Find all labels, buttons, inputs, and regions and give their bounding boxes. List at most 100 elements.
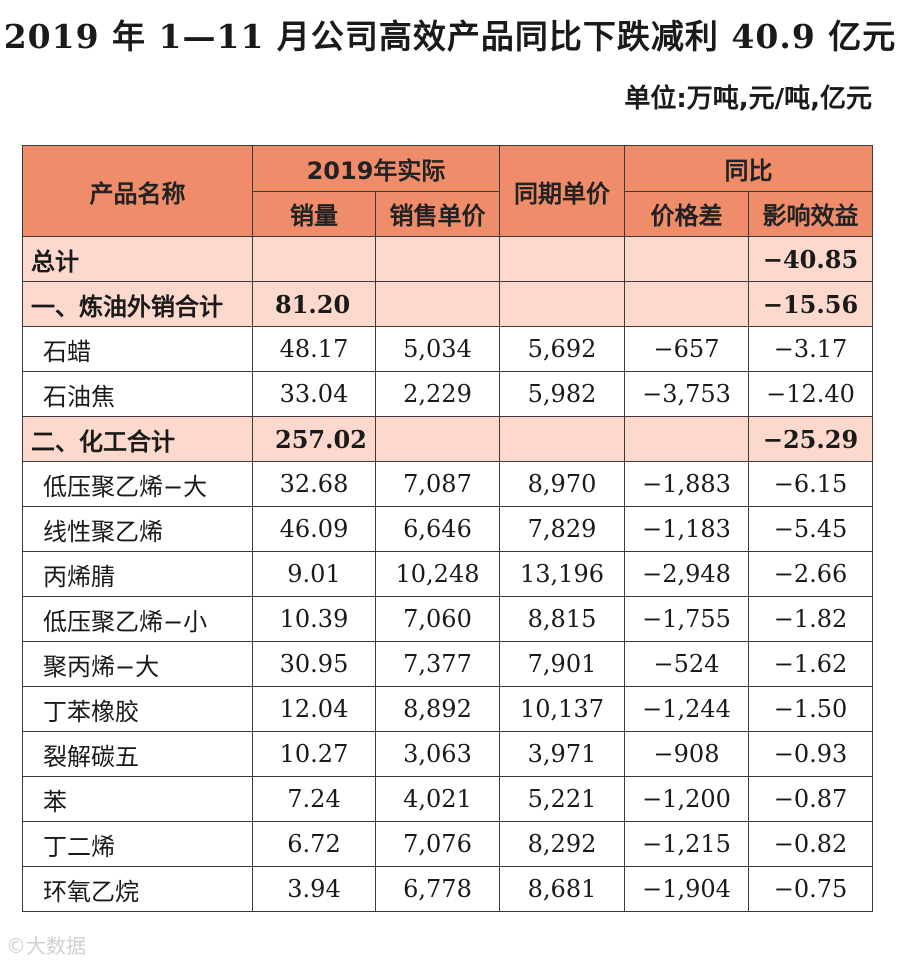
cell-unit-price [374,236,501,282]
cell-price-diff: −3,753 [624,371,750,417]
cell-impact: −15.56 [748,281,874,327]
cell-same-period-price: 5,221 [499,776,626,822]
cell-price-diff: −2,948 [624,551,750,597]
cell-price-diff: −1,215 [624,821,750,867]
cell-impact: −2.66 [748,551,874,597]
cell-same-period-price: 7,901 [499,641,626,687]
cell-product-name: 总计 [22,236,253,282]
cell-same-period-price: 5,982 [499,371,626,417]
cell-impact: −1.50 [748,686,874,732]
table-row: 聚丙烯−大 30.95 7,377 7,901 −524 −1.62 [22,641,874,687]
cell-price-diff: −1,904 [624,866,750,912]
cell-product-name: 石蜡 [22,326,253,372]
header-product-name: 产品名称 [22,145,253,237]
table-header: 产品名称 2019年实际 同期单价 同比 销量 销售单价 价格差 影响效益 [22,145,874,237]
cell-price-diff: −1,244 [624,686,750,732]
table-row: 环氧乙烷 3.94 6,778 8,681 −1,904 −0.75 [22,866,874,912]
cell-impact: −3.17 [748,326,874,372]
cell-unit-price: 4,021 [374,776,501,822]
cell-product-name: 聚丙烯−大 [22,641,253,687]
cell-unit-price: 6,646 [374,506,501,552]
cell-volume: 81.20 [252,281,376,327]
cell-same-period-price: 7,829 [499,506,626,552]
header-yoy: 同比 [624,145,874,192]
cell-unit-price: 7,087 [374,461,501,507]
cell-unit-price [374,281,501,327]
cell-price-diff: −1,200 [624,776,750,822]
cell-same-period-price [499,236,626,282]
cell-volume: 12.04 [252,686,376,732]
cell-price-diff: −1,755 [624,596,750,642]
cell-product-name: 一、炼油外销合计 [22,281,253,327]
data-table: 产品名称 2019年实际 同期单价 同比 销量 销售单价 价格差 影响效益 总计… [22,145,874,912]
cell-unit-price: 2,229 [374,371,501,417]
cell-product-name: 丁苯橡胶 [22,686,253,732]
cell-volume: 6.72 [252,821,376,867]
cell-product-name: 线性聚乙烯 [22,506,253,552]
cell-price-diff [624,281,750,327]
cell-unit-price: 10,248 [374,551,501,597]
cell-volume: 7.24 [252,776,376,822]
header-price-diff: 价格差 [624,190,750,237]
cell-price-diff: −1,883 [624,461,750,507]
cell-impact: −0.75 [748,866,874,912]
table-row: 石油焦 33.04 2,229 5,982 −3,753 −12.40 [22,371,874,417]
header-actual-2019: 2019年实际 [251,145,501,192]
cell-unit-price: 7,060 [374,596,501,642]
cell-same-period-price: 5,692 [499,326,626,372]
watermark: ©大数据 [6,934,86,958]
cell-volume: 257.02 [252,416,376,462]
cell-unit-price: 6,778 [374,866,501,912]
cell-volume: 33.04 [252,371,376,417]
cell-same-period-price [499,281,626,327]
cell-same-period-price: 8,970 [499,461,626,507]
table-row: 低压聚乙烯−小 10.39 7,060 8,815 −1,755 −1.82 [22,596,874,642]
page-title: 2019 年 1—11 月公司高效产品同比下跌减利 40.9 亿元 [3,17,897,56]
table-row: 丁苯橡胶 12.04 8,892 10,137 −1,244 −1.50 [22,686,874,732]
header-impact: 影响效益 [748,190,874,237]
cell-price-diff: −1,183 [624,506,750,552]
cell-product-name: 低压聚乙烯−小 [22,596,253,642]
unit-note: 单位:万吨,元/吨,亿元 [624,84,872,114]
cell-product-name: 环氧乙烷 [22,866,253,912]
cell-unit-price: 3,063 [374,731,501,777]
table-row: 苯 7.24 4,021 5,221 −1,200 −0.87 [22,776,874,822]
cell-impact: −0.87 [748,776,874,822]
cell-product-name: 裂解碳五 [22,731,253,777]
cell-unit-price: 7,377 [374,641,501,687]
cell-unit-price [374,416,501,462]
table-row: 低压聚乙烯−大 32.68 7,087 8,970 −1,883 −6.15 [22,461,874,507]
cell-price-diff: −908 [624,731,750,777]
cell-volume: 9.01 [252,551,376,597]
cell-product-name: 丙烯腈 [22,551,253,597]
cell-product-name: 苯 [22,776,253,822]
cell-product-name: 二、化工合计 [22,416,253,462]
header-row-top: 产品名称 2019年实际 同期单价 同比 [22,145,874,237]
header-unit-price: 销售单价 [374,190,501,237]
cell-impact: −6.15 [748,461,874,507]
cell-impact: −12.40 [748,371,874,417]
cell-volume: 48.17 [252,326,376,372]
cell-impact: −5.45 [748,506,874,552]
cell-impact: −0.93 [748,731,874,777]
cell-impact: −40.85 [748,236,874,282]
cell-volume: 10.39 [252,596,376,642]
cell-same-period-price: 13,196 [499,551,626,597]
cell-same-period-price: 10,137 [499,686,626,732]
subtotal-row: 总计 −40.85 [22,236,874,282]
cell-unit-price: 7,076 [374,821,501,867]
header-volume: 销量 [252,190,376,237]
cell-volume: 32.68 [252,461,376,507]
table-row: 线性聚乙烯 46.09 6,646 7,829 −1,183 −5.45 [22,506,874,552]
cell-impact: −0.82 [748,821,874,867]
table-row: 石蜡 48.17 5,034 5,692 −657 −3.17 [22,326,874,372]
header-row-sub: 销量 销售单价 价格差 影响效益 [23,190,874,237]
cell-product-name: 石油焦 [22,371,253,417]
cell-product-name: 丁二烯 [22,821,253,867]
cell-price-diff: −524 [624,641,750,687]
cell-same-period-price: 3,971 [499,731,626,777]
cell-volume: 30.95 [252,641,376,687]
cell-same-period-price: 8,681 [499,866,626,912]
header-same-period-price: 同期单价 [499,145,626,237]
cell-volume: 46.09 [252,506,376,552]
